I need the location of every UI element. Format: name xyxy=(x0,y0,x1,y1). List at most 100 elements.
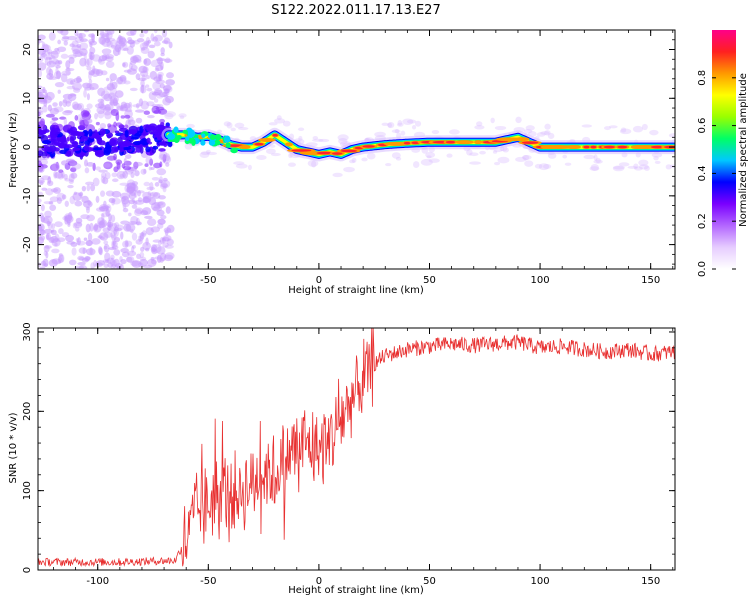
spectrogram-blob xyxy=(147,191,151,196)
spectrogram-blob xyxy=(53,187,61,194)
spectrogram-blob xyxy=(57,39,62,45)
spectrogram-haze xyxy=(525,125,535,131)
spectrogram-blob xyxy=(89,82,99,90)
spectrogram-blob xyxy=(39,54,46,59)
ridge-blob xyxy=(182,129,188,134)
ridge-peak xyxy=(340,149,358,153)
spectrogram-haze xyxy=(469,152,479,157)
spectrogram-blob xyxy=(85,256,91,261)
spectrogram-blob xyxy=(139,251,145,259)
spectrogram-blob xyxy=(48,201,54,205)
spectrogram-haze xyxy=(366,152,376,160)
spectrogram-blob xyxy=(63,173,68,180)
spectrogram-blob xyxy=(150,59,161,68)
spectrogram-blob xyxy=(109,98,118,107)
spectrogram-blob xyxy=(158,74,163,82)
spectrogram-haze xyxy=(665,164,672,170)
spectrogram-blob xyxy=(54,233,60,243)
snr-xtick-label: 50 xyxy=(423,576,436,587)
spectrogram-haze xyxy=(164,111,176,118)
spectrogram-blob xyxy=(95,195,100,203)
spectrogram-haze xyxy=(641,123,648,131)
spectrogram-blob xyxy=(145,75,150,80)
spectrogram-blob xyxy=(139,258,148,267)
spectrogram-core xyxy=(152,145,159,150)
spectrogram-blob xyxy=(154,41,161,47)
spectrogram-haze xyxy=(200,151,210,156)
spectrogram-blob xyxy=(154,67,160,72)
spectrogram-blob xyxy=(125,154,132,159)
spectrogram-haze xyxy=(235,163,248,169)
spectrogram-xtick-label: 0 xyxy=(316,275,322,286)
spectrogram-haze xyxy=(612,165,625,170)
spectrogram-blob xyxy=(100,70,108,76)
spectrogram-haze xyxy=(311,138,324,142)
spectrogram-haze xyxy=(593,154,598,161)
spectrogram-ytick-label: 20 xyxy=(22,43,33,56)
spectrogram-blob xyxy=(86,162,94,167)
spectrogram-blob xyxy=(64,109,74,114)
spectrogram-blob xyxy=(107,123,112,128)
spectrogram-blob xyxy=(86,214,95,222)
spectrogram-blob xyxy=(66,78,76,85)
spectrogram-blob xyxy=(45,188,54,196)
spectrogram-blob xyxy=(70,167,77,173)
spectrogram-blob xyxy=(63,116,68,126)
ridge-blob xyxy=(209,134,216,141)
spectrogram-blob xyxy=(110,108,119,116)
colorbar-tick-label: 0.8 xyxy=(697,70,708,86)
spectrogram-core xyxy=(141,132,149,136)
spectrogram-haze xyxy=(490,117,495,124)
colorbar-label: Normalized spectral amplitude xyxy=(738,73,749,227)
spectrogram-blob xyxy=(86,103,93,109)
spectrogram-blob xyxy=(57,46,67,53)
spectrogram-haze xyxy=(638,159,649,166)
spectrogram-blob xyxy=(90,184,96,192)
spectrogram-blob xyxy=(57,172,64,180)
snr-xlabel: Height of straight line (km) xyxy=(288,585,424,596)
spectrogram-blob xyxy=(164,244,174,249)
snr-xtick-label: -50 xyxy=(200,576,216,587)
spectrogram-blob xyxy=(38,198,42,203)
spectrogram-blob xyxy=(134,207,144,214)
spectrogram-blob xyxy=(136,38,145,43)
ridge-peak xyxy=(331,152,343,155)
spectrogram-blob xyxy=(156,254,163,263)
spectrogram-blob xyxy=(103,200,107,208)
spectrogram-blob xyxy=(77,262,86,266)
ridge-highlight xyxy=(514,137,530,142)
spectrogram-haze xyxy=(276,115,282,121)
spectrogram-blob xyxy=(94,103,105,109)
spectrogram-haze xyxy=(543,164,552,170)
spectrogram-blob xyxy=(120,104,129,111)
spectrogram-core xyxy=(103,149,111,156)
spectrogram-blob xyxy=(97,110,105,119)
spectrogram-haze xyxy=(522,154,530,161)
spectrogram-blob xyxy=(80,214,90,220)
spectrogram-blob xyxy=(105,77,110,82)
spectrogram-haze xyxy=(536,132,546,137)
spectrogram-blob xyxy=(98,55,107,62)
spectrogram-blob xyxy=(146,87,153,92)
spectrogram-blob xyxy=(142,241,151,251)
spectrogram-haze xyxy=(411,125,417,130)
spectrogram-blob xyxy=(43,263,48,267)
spectrogram-haze xyxy=(425,151,436,159)
spectrogram-blob xyxy=(100,172,107,179)
spectrogram-blob xyxy=(139,256,147,261)
spectrogram-haze xyxy=(612,166,625,172)
spectrogram-blob xyxy=(124,114,131,119)
spectrogram-blob xyxy=(95,121,100,126)
spectrogram-ytick-label: -10 xyxy=(22,188,33,204)
spectrogram-blob xyxy=(138,98,144,107)
spectrogram-haze xyxy=(387,122,393,128)
spectrogram-blob xyxy=(91,54,101,62)
spectrogram-blob xyxy=(108,197,116,204)
spectrogram-blob xyxy=(87,199,91,206)
spectrogram-blob xyxy=(51,162,60,172)
spectrogram-blob xyxy=(126,31,135,37)
spectrogram-blob xyxy=(139,33,145,38)
ridge-peak xyxy=(291,149,312,152)
spectrogram-core xyxy=(54,127,61,135)
